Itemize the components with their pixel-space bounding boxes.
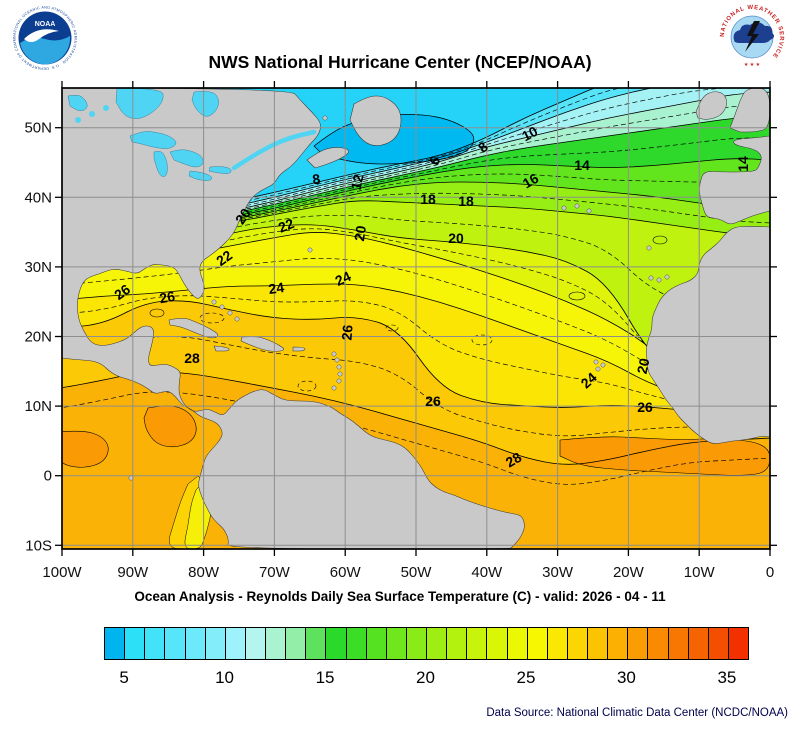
isotherm-label: 28 <box>503 449 525 471</box>
lat-axis-label: 30N <box>24 259 52 276</box>
lon-axis-label: 70W <box>259 564 291 581</box>
colorbar-segment <box>628 628 649 659</box>
colorbar-segment <box>185 628 206 659</box>
colorbar-tick-label: 20 <box>416 668 435 687</box>
colorbar-segment <box>245 628 266 659</box>
colorbar-segment <box>406 628 427 659</box>
isotherm-label: 22 <box>276 215 297 236</box>
lat-axis-label: 10S <box>25 537 52 554</box>
lon-axis-label: 100W <box>42 564 82 581</box>
nws-cloud-icon <box>733 22 775 43</box>
isotherm-label: 10 <box>519 123 540 145</box>
colorbar-segment <box>507 628 528 659</box>
colorbar-segment <box>688 628 709 659</box>
isotherm-label: 24 <box>332 268 353 289</box>
isotherm-label: 26 <box>425 393 441 409</box>
isotherm-label: 24 <box>267 279 285 297</box>
noaa-emblem-sea <box>20 36 71 65</box>
colorbar-segment <box>547 628 568 659</box>
colorbar-segment <box>527 628 548 659</box>
nws-lightning-icon <box>745 21 760 52</box>
colorbar-segment <box>105 628 126 659</box>
colorbar-segment <box>386 628 407 659</box>
colorbar-tick-label: 5 <box>119 668 129 687</box>
noaa-logo: NATIONAL OCEANIC AND ATMOSPHERIC ADMINIS… <box>12 5 78 71</box>
colorbar-segment <box>708 628 729 659</box>
colorbar-tick-labels: 5 10 15 20 25 30 35 <box>104 668 747 690</box>
colorbar-segment <box>346 628 367 659</box>
lon-axis-label: 50W <box>401 564 433 581</box>
isotherm-label: 26 <box>338 324 355 341</box>
colorbar-segment <box>648 628 669 659</box>
lat-axis-label: 40N <box>24 189 52 206</box>
lon-axis-label: 0 <box>766 564 774 581</box>
map-caption: Ocean Analysis - Reynolds Daily Sea Surf… <box>134 589 666 604</box>
isotherm-label: 14 <box>735 156 751 172</box>
lon-axis-label: 20W <box>613 564 645 581</box>
lat-axis-label: 0 <box>44 468 52 485</box>
colorbar-segment <box>467 628 488 659</box>
colorbar-segment <box>286 628 307 659</box>
lon-axis-label: 80W <box>188 564 220 581</box>
isotherm-label: 8 <box>311 171 321 188</box>
colorbar-tick-label: 35 <box>717 668 737 687</box>
page-title: NWS National Hurricane Center (NCEP/NOAA… <box>208 52 592 72</box>
colorbar-tick-label: 30 <box>616 668 636 687</box>
lon-axis-label: 60W <box>330 564 362 581</box>
colorbar-segment <box>125 628 146 659</box>
data-source-text: Data Source: National Climatic Data Cent… <box>486 707 788 719</box>
isotherm-label: 16 <box>520 170 542 192</box>
colorbar-segment <box>145 628 166 659</box>
colorbar-segment <box>366 628 387 659</box>
colorbar-segment <box>728 628 748 659</box>
colorbar-segment <box>487 628 508 659</box>
lon-axis-label: 40W <box>471 564 503 581</box>
colorbar-segment <box>567 628 588 659</box>
lon-axis-label: 30W <box>542 564 574 581</box>
temperature-colorbar <box>104 627 749 660</box>
isotherm-label: 12 <box>348 172 367 191</box>
noaa-seagull-icon <box>24 29 59 42</box>
colorbar-segment <box>306 628 327 659</box>
colorbar-segment <box>608 628 629 659</box>
colorbar-segment <box>668 628 689 659</box>
lat-axis-label: 20N <box>24 329 52 346</box>
isotherm-label: 26 <box>637 399 653 415</box>
lat-axis-label: 50N <box>24 120 52 137</box>
colorbar-tick-label: 25 <box>516 668 536 687</box>
isotherm-label: 20 <box>634 356 653 375</box>
colorbar-tick-label: 10 <box>215 668 235 687</box>
colorbar-segment <box>165 628 186 659</box>
nws-logo: NATIONAL WEATHER SERVICE ★ ★ ★ <box>718 3 786 71</box>
colorbar-segment <box>266 628 287 659</box>
isotherm-label: 20 <box>448 230 464 246</box>
isotherm-label: 18 <box>420 191 436 207</box>
colorbar-segment <box>447 628 468 659</box>
colorbar-segment <box>588 628 609 659</box>
noaa-label: NOAA <box>35 21 56 28</box>
colorbar-segment <box>225 628 246 659</box>
colorbar-segment <box>427 628 448 659</box>
colorbar-segment <box>205 628 226 659</box>
nws-stars: ★ ★ ★ <box>744 62 761 68</box>
isotherm-label: 14 <box>574 157 590 173</box>
colorbar-tick-label: 15 <box>315 668 335 687</box>
colorbar-segment <box>326 628 347 659</box>
lat-axis-label: 10N <box>24 398 52 415</box>
lon-axis-label: 90W <box>117 564 149 581</box>
isotherm-label: 26 <box>158 288 176 306</box>
isotherm-label: 20 <box>351 224 369 242</box>
isotherm-label: 28 <box>184 350 200 366</box>
isotherm-label: 18 <box>458 193 474 209</box>
lon-axis-label: 10W <box>684 564 716 581</box>
